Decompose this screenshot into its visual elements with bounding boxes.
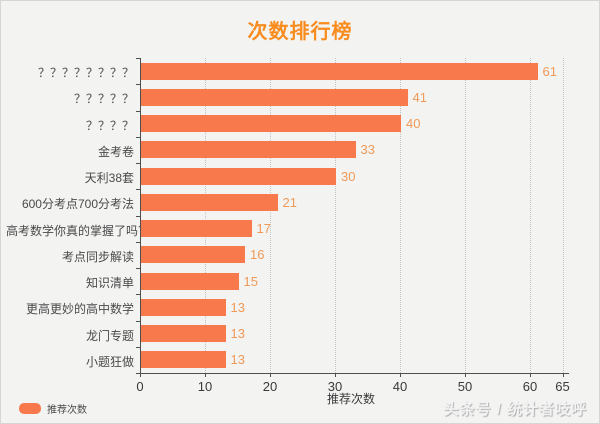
category-label: 高考数学你真的掌握了吗？ bbox=[6, 223, 151, 238]
gridline bbox=[465, 58, 466, 373]
y-axis-tick bbox=[136, 215, 140, 217]
x-axis-tick-label: 65 bbox=[555, 379, 570, 394]
category-label: 龙门专题 bbox=[85, 328, 134, 343]
value-label: 33 bbox=[360, 142, 375, 158]
category-label: ？？？？ bbox=[85, 118, 134, 133]
value-label: 17 bbox=[256, 221, 271, 237]
value-label: 21 bbox=[282, 194, 297, 210]
y-axis-tick bbox=[136, 294, 140, 296]
bar bbox=[141, 193, 278, 211]
y-axis-tick bbox=[136, 58, 140, 59]
x-axis-label: 推荐次数 bbox=[326, 392, 375, 406]
value-label: 30 bbox=[341, 168, 356, 184]
x-axis-tick-label: 40 bbox=[392, 379, 408, 394]
gridline bbox=[270, 58, 271, 373]
value-label: 61 bbox=[542, 63, 557, 79]
y-axis-tick bbox=[136, 110, 140, 112]
x-axis-tick-label: 0 bbox=[136, 379, 144, 394]
gridline bbox=[205, 58, 206, 373]
category-label: 天利38套 bbox=[84, 171, 134, 186]
y-axis-tick bbox=[136, 268, 140, 269]
y-axis-tick bbox=[136, 373, 140, 374]
x-axis-tick bbox=[400, 373, 401, 377]
x-axis-tick bbox=[335, 373, 336, 377]
legend-swatch bbox=[19, 403, 41, 414]
legend-label: 推荐次数 bbox=[47, 405, 87, 416]
y-axis-tick bbox=[136, 84, 140, 86]
y-axis-tick bbox=[136, 346, 140, 348]
gridline bbox=[562, 58, 564, 373]
category-label: ？？？？？？？？ bbox=[37, 66, 134, 81]
category-label: 金考卷 bbox=[97, 144, 134, 159]
legend: 推荐次数 bbox=[19, 401, 87, 416]
value-label: 16 bbox=[250, 247, 265, 263]
category-label: 知识清单 bbox=[85, 276, 134, 291]
gridline bbox=[335, 58, 336, 373]
bar bbox=[141, 272, 239, 290]
bar bbox=[141, 167, 336, 185]
x-axis-tick-label: 10 bbox=[197, 379, 213, 394]
x-axis-tick bbox=[140, 373, 141, 377]
x-axis-tick bbox=[465, 373, 466, 377]
x-axis-tick bbox=[562, 373, 564, 377]
y-axis-tick bbox=[136, 320, 140, 322]
x-axis-tick-label: 30 bbox=[327, 379, 343, 394]
x-axis-line bbox=[140, 373, 569, 374]
bar bbox=[141, 115, 401, 133]
category-label: ？？？？？ bbox=[73, 92, 134, 107]
y-axis-tick bbox=[136, 136, 140, 138]
category-label: 小题狂做 bbox=[85, 354, 134, 369]
value-label: 15 bbox=[243, 273, 258, 289]
bar bbox=[141, 141, 356, 159]
gridline bbox=[400, 58, 401, 373]
bar bbox=[141, 298, 226, 316]
bar bbox=[141, 351, 226, 369]
x-axis-tick bbox=[530, 373, 531, 377]
watermark: 头条号 / 统计者吱呼 bbox=[443, 401, 587, 418]
category-label: 更高更妙的高中数学 bbox=[25, 302, 134, 317]
category-label: 600分考点700分考法 bbox=[21, 197, 134, 212]
bar bbox=[141, 220, 252, 238]
bar bbox=[141, 62, 538, 80]
chart-title: 次数排行榜 bbox=[247, 21, 353, 43]
value-label: 40 bbox=[406, 116, 421, 132]
bar bbox=[141, 325, 226, 343]
y-axis-tick bbox=[136, 241, 140, 243]
x-axis-tick-label: 60 bbox=[522, 379, 538, 394]
y-axis-line bbox=[140, 58, 141, 373]
gridline bbox=[530, 58, 531, 373]
value-label: 13 bbox=[230, 326, 245, 342]
x-axis-tick-label: 50 bbox=[457, 379, 473, 394]
value-label: 13 bbox=[230, 299, 245, 315]
x-axis-tick bbox=[205, 373, 206, 377]
value-label: 13 bbox=[230, 352, 245, 368]
y-axis-tick bbox=[136, 189, 140, 191]
value-label: 41 bbox=[412, 89, 427, 105]
bar bbox=[141, 88, 408, 106]
y-axis-tick bbox=[136, 163, 140, 164]
category-label: 考点同步解读 bbox=[61, 249, 134, 264]
x-axis-tick-label: 20 bbox=[262, 379, 278, 394]
x-axis-tick bbox=[270, 373, 271, 377]
bar bbox=[141, 246, 245, 264]
